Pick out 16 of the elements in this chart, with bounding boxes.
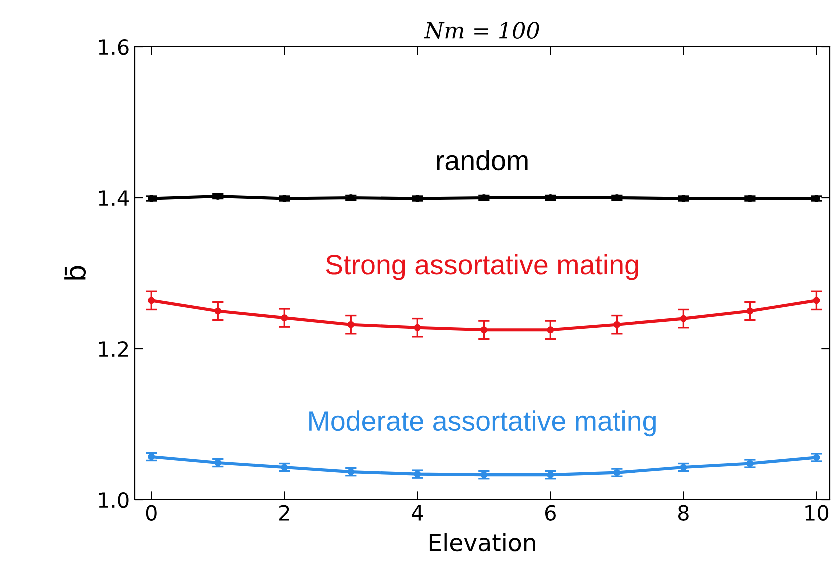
x-tick-label: 0 <box>146 505 157 521</box>
series-label: random <box>437 150 528 171</box>
series-label: Moderate assortative mating <box>310 410 656 437</box>
x-tick-label: 8 <box>678 505 689 521</box>
x-tick-label: 10 <box>806 505 829 521</box>
x-tick-label: 2 <box>280 505 290 521</box>
y-tick-label: 1.2 <box>99 341 128 357</box>
series-label: Strong assortative mating <box>326 254 638 280</box>
y-axis-title: b̄ <box>64 266 86 280</box>
x-axis-title: Elevation <box>430 533 536 552</box>
x-tick-label: 6 <box>545 505 556 521</box>
chart-title: Nm = 100 <box>424 22 540 39</box>
x-tick-label: 4 <box>412 506 424 521</box>
y-tick-label: 1.6 <box>99 39 129 56</box>
y-tick-label: 1.4 <box>99 190 129 206</box>
y-tick-label: 1.0 <box>99 492 129 508</box>
